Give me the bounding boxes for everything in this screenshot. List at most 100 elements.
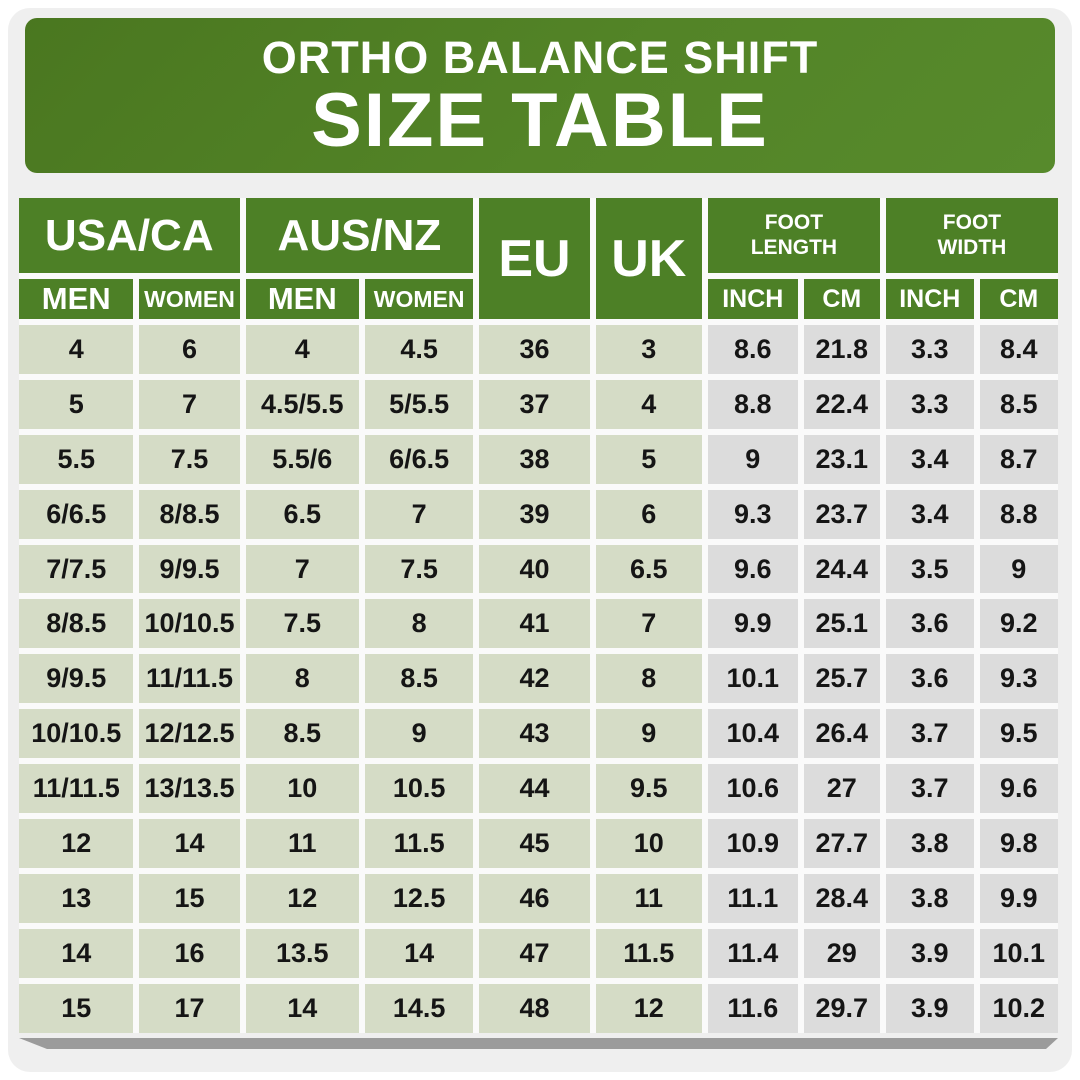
table-cell: 11.1 xyxy=(707,873,798,923)
table-cell: 12/12.5 xyxy=(139,709,240,759)
table-cell: 8.5 xyxy=(364,654,474,704)
table-cell: 8.4 xyxy=(979,325,1058,374)
table-cell: 7 xyxy=(364,489,474,539)
table-cell: 11 xyxy=(245,819,359,868)
table-cell: 41 xyxy=(479,599,590,649)
table-cell: 4.5/5.5 xyxy=(245,379,359,429)
table-cell: 14 xyxy=(19,928,134,978)
table-cell: 29.7 xyxy=(803,983,880,1033)
table-cell: 17 xyxy=(139,983,240,1033)
table-cell: 3.6 xyxy=(885,599,974,649)
table-cell: 5 xyxy=(595,434,702,484)
table-cell: 8.6 xyxy=(707,325,798,374)
size-table: USA/CA AUS/NZ EU UK FOOT LENGTH FOOT WID… xyxy=(19,198,1058,1033)
table-cell: 27.7 xyxy=(803,819,880,868)
table-cell: 13/13.5 xyxy=(139,764,240,814)
size-chart-panel: ORTHO BALANCE SHIFT SIZE TABLE USA/CA AU… xyxy=(8,8,1072,1072)
table-cell: 3.9 xyxy=(885,983,974,1033)
table-cell: 4.5 xyxy=(364,325,474,374)
table-cell: 3.6 xyxy=(885,654,974,704)
header-width-inch: INCH xyxy=(885,279,974,319)
table-cell: 10.4 xyxy=(707,709,798,759)
table-cell: 11.6 xyxy=(707,983,798,1033)
table-cell: 12 xyxy=(19,819,134,868)
header-aus-nz: AUS/NZ xyxy=(245,198,474,273)
table-cell: 12 xyxy=(245,873,359,923)
header-usa-men: MEN xyxy=(19,279,134,319)
table-cell: 10/10.5 xyxy=(19,709,134,759)
table-cell: 3.3 xyxy=(885,325,974,374)
table-cell: 6 xyxy=(595,489,702,539)
table-cell: 11.5 xyxy=(364,819,474,868)
table-cell: 3.7 xyxy=(885,709,974,759)
page-title: SIZE TABLE xyxy=(311,78,769,164)
table-cell: 9 xyxy=(707,434,798,484)
header-usa-ca: USA/CA xyxy=(19,198,240,273)
table-cell: 10.1 xyxy=(707,654,798,704)
table-cell: 9/9.5 xyxy=(139,544,240,594)
table-cell: 3.3 xyxy=(885,379,974,429)
table-cell: 10 xyxy=(595,819,702,868)
table-cell: 9.3 xyxy=(979,654,1058,704)
header-foot-width: FOOT WIDTH xyxy=(885,198,1058,273)
table-cell: 21.8 xyxy=(803,325,880,374)
table-cell: 8/8.5 xyxy=(19,599,134,649)
table-cell: 8 xyxy=(595,654,702,704)
header-eu: EU xyxy=(479,198,590,319)
table-cell: 3.8 xyxy=(885,873,974,923)
table-cell: 43 xyxy=(479,709,590,759)
header-foot-length: FOOT LENGTH xyxy=(707,198,880,273)
table-shadow xyxy=(19,1038,1058,1049)
table-cell: 8 xyxy=(245,654,359,704)
table-cell: 7/7.5 xyxy=(19,544,134,594)
table-cell: 12 xyxy=(595,983,702,1033)
table-cell: 3 xyxy=(595,325,702,374)
table-cell: 6.5 xyxy=(245,489,359,539)
header-foot-width-label: FOOT WIDTH xyxy=(937,211,1007,259)
table-cell: 9.2 xyxy=(979,599,1058,649)
table-cell: 10/10.5 xyxy=(139,599,240,649)
table-cell: 10.9 xyxy=(707,819,798,868)
table-cell: 14 xyxy=(245,983,359,1033)
table-cell: 9.6 xyxy=(979,764,1058,814)
table-cell: 24.4 xyxy=(803,544,880,594)
table-cell: 9 xyxy=(979,544,1058,594)
table-cell: 9.3 xyxy=(707,489,798,539)
table-cell: 7.5 xyxy=(245,599,359,649)
table-cell: 14 xyxy=(139,819,240,868)
table-cell: 9 xyxy=(595,709,702,759)
table-cell: 8.8 xyxy=(979,489,1058,539)
table-cell: 40 xyxy=(479,544,590,594)
table-cell: 7 xyxy=(595,599,702,649)
table-cell: 9.5 xyxy=(595,764,702,814)
table-cell: 4 xyxy=(19,325,134,374)
header-aus-women: WOMEN xyxy=(364,279,474,319)
table-cell: 11/11.5 xyxy=(139,654,240,704)
table-cell: 44 xyxy=(479,764,590,814)
header-usa-women: WOMEN xyxy=(139,279,240,319)
table-cell: 28.4 xyxy=(803,873,880,923)
table-cell: 9.6 xyxy=(707,544,798,594)
table-cell: 6/6.5 xyxy=(364,434,474,484)
table-cell: 7 xyxy=(245,544,359,594)
table-cell: 13.5 xyxy=(245,928,359,978)
table-cell: 11.4 xyxy=(707,928,798,978)
table-cell: 8 xyxy=(364,599,474,649)
table-cell: 9.8 xyxy=(979,819,1058,868)
table-cell: 25.7 xyxy=(803,654,880,704)
table-cell: 7.5 xyxy=(139,434,240,484)
table-cell: 38 xyxy=(479,434,590,484)
table-cell: 3.5 xyxy=(885,544,974,594)
table-cell: 12.5 xyxy=(364,873,474,923)
table-cell: 15 xyxy=(19,983,134,1033)
table-cell: 36 xyxy=(479,325,590,374)
table-cell: 11.5 xyxy=(595,928,702,978)
table-cell: 47 xyxy=(479,928,590,978)
table-cell: 3.9 xyxy=(885,928,974,978)
table-cell: 10 xyxy=(245,764,359,814)
table-cell: 9/9.5 xyxy=(19,654,134,704)
table-cell: 26.4 xyxy=(803,709,880,759)
table-cell: 46 xyxy=(479,873,590,923)
header-width-cm: CM xyxy=(979,279,1058,319)
table-cell: 39 xyxy=(479,489,590,539)
